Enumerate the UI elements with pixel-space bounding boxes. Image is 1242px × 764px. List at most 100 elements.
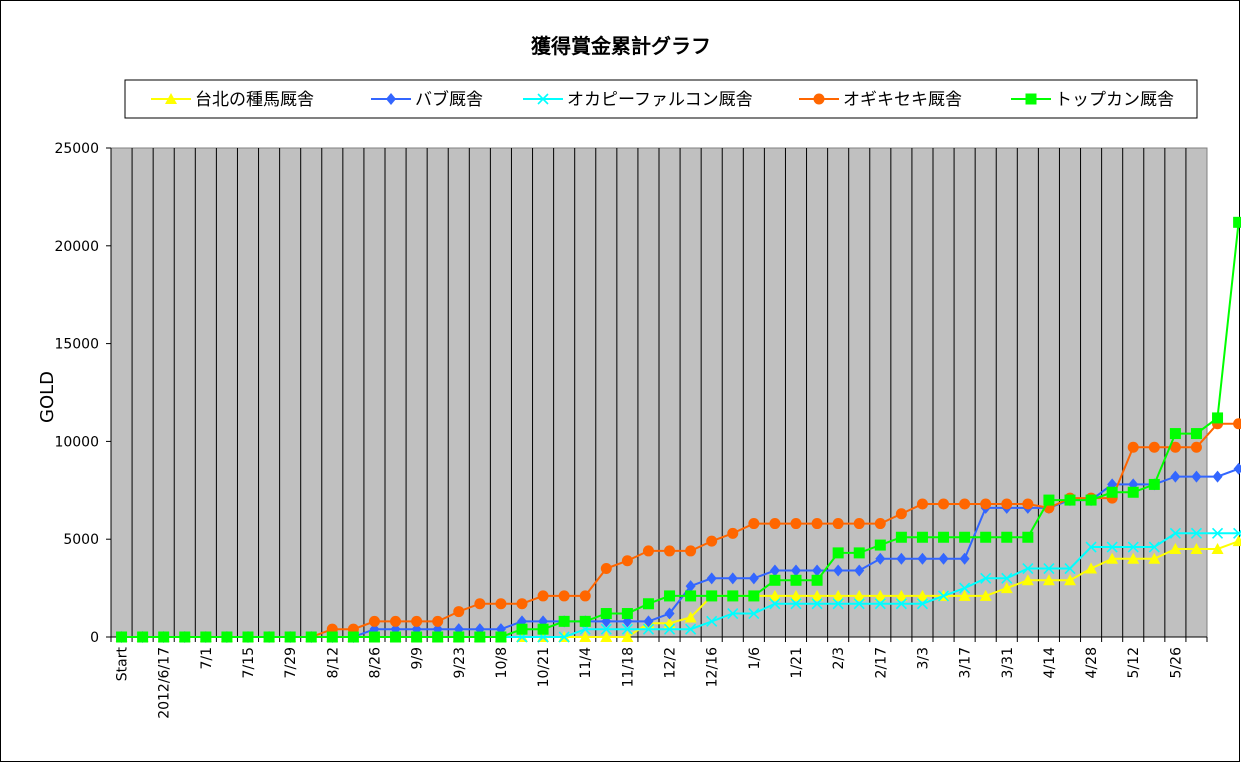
data-point: [727, 527, 739, 539]
data-point: [1170, 470, 1181, 483]
data-point: [1211, 542, 1224, 554]
data-point: [768, 589, 781, 601]
x-tick-label: 8/12: [325, 647, 341, 678]
data-point: [979, 589, 992, 601]
data-point: [875, 552, 886, 565]
y-axis-ticks: 0 5000 10000 15000 20000 25000: [54, 141, 111, 646]
data-point: [537, 93, 549, 105]
data-point: [1021, 574, 1034, 586]
x-tick-label: 9/9: [410, 647, 426, 670]
data-point: [1127, 486, 1139, 498]
data-point: [1212, 412, 1224, 424]
x-tick-label: 3/31: [1000, 647, 1016, 678]
data-point: [685, 590, 697, 602]
data-point: [537, 590, 549, 602]
data-point: [1064, 574, 1076, 586]
data-point: [706, 572, 717, 585]
data-point: [1106, 486, 1118, 498]
data-point: [1064, 562, 1076, 575]
data-point: [305, 631, 317, 643]
y-tick-label: 25000: [54, 141, 99, 157]
data-point: [874, 518, 886, 530]
data-point: [1022, 531, 1034, 543]
x-tick-label: 5/12: [1126, 647, 1142, 678]
data-point: [537, 623, 549, 635]
data-point: [853, 589, 866, 601]
data-point: [1191, 470, 1202, 483]
data-point: [790, 589, 802, 601]
y-tick-label: 15000: [54, 337, 99, 353]
grid-lines: [131, 148, 1187, 637]
data-point: [813, 93, 825, 105]
x-tick-label: 7/29: [283, 647, 299, 678]
data-point: [221, 631, 233, 643]
data-point: [1127, 441, 1139, 453]
data-point: [1169, 542, 1182, 554]
data-point: [853, 547, 865, 559]
x-tick-label: 1/21: [789, 647, 805, 678]
legend-label: オカピーファルコン厩舎: [567, 90, 753, 110]
data-point: [621, 631, 634, 642]
x-tick-label: Start: [115, 646, 131, 681]
data-point: [386, 93, 396, 105]
data-point: [579, 631, 592, 642]
data-point: [937, 590, 950, 602]
data-point: [664, 607, 675, 620]
x-tick-label: 11/18: [620, 647, 636, 687]
data-point: [642, 545, 654, 557]
data-point: [832, 518, 844, 530]
x-tick-label: 2/17: [873, 647, 889, 678]
data-point: [833, 564, 844, 577]
data-point: [453, 631, 465, 643]
legend: 台北の種馬厩舎 バブ厩舎 オカピーファルコン厩舎 オギキセキ厩舎 トップカン厩舎: [124, 79, 1198, 119]
data-point: [600, 563, 612, 575]
data-point: [748, 518, 760, 530]
legend-item: オカピーファルコン厩舎: [523, 90, 753, 110]
data-point: [1169, 428, 1181, 440]
data-point: [685, 545, 697, 557]
data-point: [916, 598, 929, 610]
data-point: [390, 615, 402, 627]
data-point: [1043, 562, 1055, 575]
x-tick-label: 8/26: [367, 647, 383, 679]
data-point: [938, 552, 949, 565]
data-point: [895, 531, 907, 543]
data-point: [895, 598, 907, 610]
data-point: [769, 564, 780, 577]
data-point: [1064, 494, 1076, 506]
data-point: [137, 631, 149, 643]
data-point: [812, 564, 823, 577]
data-point: [748, 590, 760, 602]
data-point: [895, 589, 908, 601]
data-point: [516, 623, 528, 635]
data-point: [1169, 441, 1181, 453]
x-tick-label: 2012/6/17: [157, 647, 173, 719]
data-point: [790, 574, 802, 586]
data-point: [853, 598, 865, 610]
data-point: [411, 615, 423, 627]
data-point: [916, 498, 928, 510]
x-tick-label: 10/21: [536, 647, 552, 687]
x-tick-label: 4/28: [1084, 647, 1100, 678]
data-point: [495, 631, 507, 643]
data-point: [727, 607, 739, 620]
data-point: [663, 623, 676, 635]
data-point: [1025, 93, 1037, 105]
x-tick-label: 10/8: [494, 647, 510, 678]
data-point: [1233, 527, 1241, 539]
data-point: [242, 631, 254, 643]
legend-item: 台北の種馬厩舎: [151, 90, 314, 110]
chart-title: 獲得賞金累計グラフ: [531, 34, 711, 58]
data-point: [179, 631, 191, 643]
x-tick-label: 12/2: [663, 647, 679, 678]
legend-item: トップカン厩舎: [1011, 90, 1174, 110]
x-tick-label: 11/4: [578, 647, 594, 679]
data-point: [1022, 562, 1034, 575]
data-point: [1148, 478, 1160, 490]
data-point: [600, 608, 612, 620]
data-point: [727, 590, 739, 602]
data-point: [1106, 552, 1119, 564]
data-point: [790, 598, 802, 610]
data-point: [116, 631, 128, 643]
